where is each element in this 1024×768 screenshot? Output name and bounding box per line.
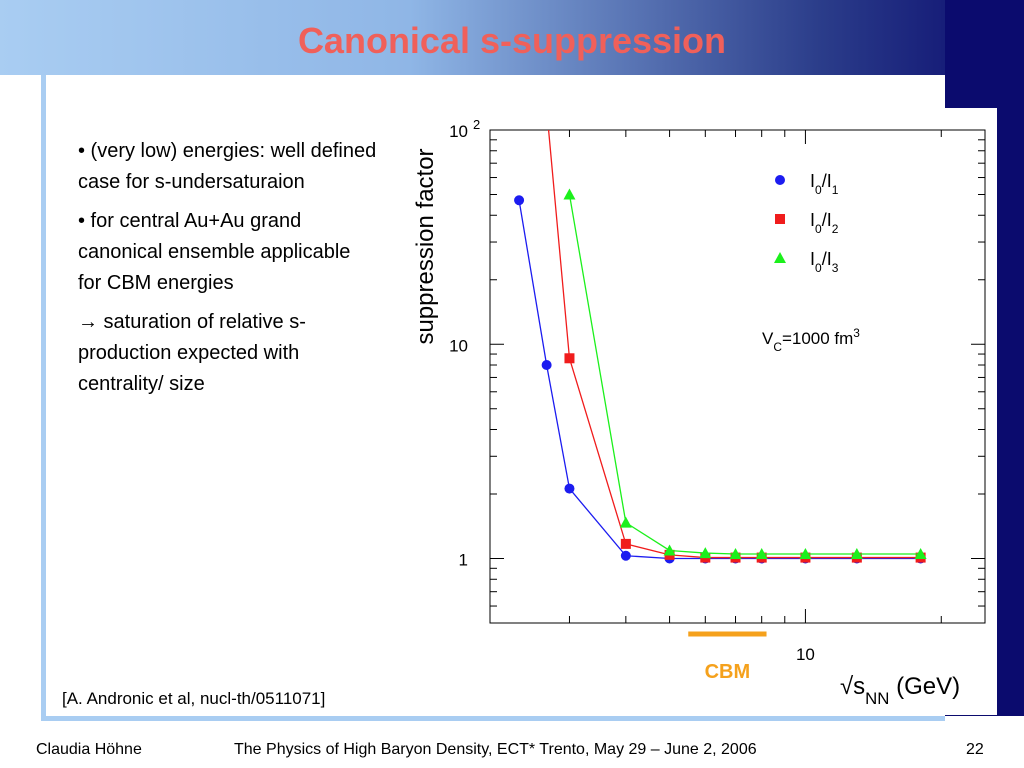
legend-marker: [774, 252, 786, 263]
point: [663, 544, 676, 556]
y-axis-title: suppression factor: [412, 148, 439, 344]
x-axis-title-part: √s: [840, 673, 865, 700]
point: [620, 538, 631, 549]
point: [541, 360, 552, 371]
point: [514, 195, 525, 206]
x-axis-title: √sNN (GeV): [840, 673, 960, 708]
reference: [A. Andronic et al, nucl-th/0511071]: [62, 689, 326, 708]
point: [729, 547, 742, 559]
bullet: → saturation of relative s-production ex…: [78, 311, 306, 395]
page-number: 22: [966, 741, 984, 758]
point: [564, 483, 575, 494]
point: [619, 516, 632, 528]
series-line: [568, 194, 921, 555]
legend-label: I0/I1: [810, 171, 839, 197]
y-tick-exponent: 2: [473, 117, 480, 132]
legend-label: I0/I2: [810, 210, 839, 236]
point: [564, 353, 575, 364]
footer-author: Claudia Höhne: [36, 741, 142, 758]
legend-marker: [775, 175, 785, 185]
y-tick-label: 10: [449, 122, 468, 141]
plot-area: [514, 108, 927, 564]
bullet: • (very low) energies: well defined case…: [78, 140, 377, 193]
point: [699, 547, 712, 559]
left-rule: [41, 75, 46, 721]
point: [620, 550, 631, 561]
annotation-part: C: [773, 340, 782, 354]
annotation-part: =1000 fm: [782, 329, 853, 348]
y-tick-label: 10: [449, 336, 468, 355]
x-tick-label: 10: [796, 645, 815, 664]
annotation-part: V: [762, 329, 774, 348]
annotation: VC=1000 fm3: [762, 326, 860, 354]
point: [850, 547, 863, 559]
legend-marker: [775, 214, 785, 224]
point: [542, 108, 552, 113]
x-axis-title-part: (GeV): [889, 673, 960, 700]
point: [914, 547, 927, 559]
legend-label: I0/I3: [810, 249, 839, 275]
slide-title: Canonical s-suppression: [297, 20, 727, 61]
point: [563, 188, 576, 200]
point: [755, 547, 768, 559]
x-axis-title-part: NN: [865, 689, 889, 708]
bullets: • (very low) energies: well defined case…: [78, 136, 378, 408]
footer-event: The Physics of High Baryon Density, ECT*…: [234, 741, 757, 758]
bullet: • for central Au+Au grand canonical ense…: [78, 210, 351, 294]
cbm-label: CBM: [705, 661, 751, 683]
plot-frame: [489, 129, 986, 624]
bottom-rule: [41, 716, 945, 721]
header: [0, 0, 1024, 75]
point: [799, 547, 812, 559]
series-line: [547, 130, 921, 559]
y-tick-label: 1: [459, 551, 468, 570]
annotation-part: 3: [853, 326, 860, 340]
chart: 1 10 10 2 10 suppression factor √sNN (GeV) VC=1…: [400, 108, 997, 715]
